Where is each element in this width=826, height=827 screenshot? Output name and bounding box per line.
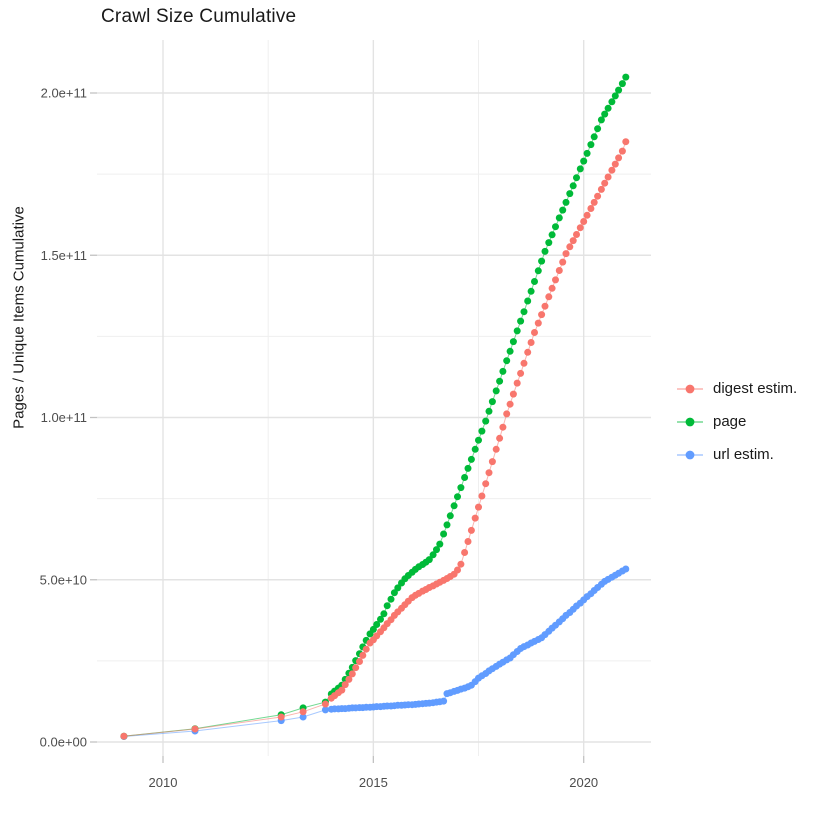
legend-label-url-estim: url estim.: [713, 446, 774, 463]
legend-item-page: page: [676, 411, 797, 432]
legend-key-page: [677, 417, 703, 426]
y-axis-tick-labels: 0.0e+00 5.0e+10 1.0e+11 1.5e+11 2.0e+11: [40, 86, 87, 750]
axis-ticks: [90, 92, 585, 763]
series-points-digestestim: [120, 138, 630, 740]
legend-label-page: page: [713, 413, 747, 430]
series-points-page: [120, 73, 630, 740]
svg-text:2010: 2010: [149, 775, 178, 790]
legend-key-digest-estim: [677, 384, 703, 393]
series-line-digestestim: [123, 141, 627, 737]
series-line-urlestim: [123, 568, 627, 737]
svg-text:2.0e+11: 2.0e+11: [41, 86, 87, 101]
legend: digest estim. page url estim.: [676, 378, 797, 465]
svg-text:1.5e+11: 1.5e+11: [41, 248, 87, 263]
svg-text:5.0e+10: 5.0e+10: [40, 572, 87, 587]
svg-text:2015: 2015: [359, 775, 388, 790]
chart-title: Crawl Size Cumulative: [101, 6, 297, 27]
svg-text:0.0e+00: 0.0e+00: [40, 735, 87, 750]
legend-key-url-estim: [677, 450, 703, 459]
legend-item-url-estim: url estim.: [676, 444, 797, 465]
legend-label-digest-estim: digest estim.: [713, 380, 798, 397]
gridlines-major: [97, 40, 651, 756]
legend-item-digest-estim: digest estim.: [676, 378, 797, 399]
x-axis-tick-labels: 2010 2015 2020: [149, 775, 599, 790]
series-points-urlestim: [120, 565, 630, 740]
svg-text:2020: 2020: [569, 775, 598, 790]
svg-text:1.0e+11: 1.0e+11: [41, 410, 87, 425]
